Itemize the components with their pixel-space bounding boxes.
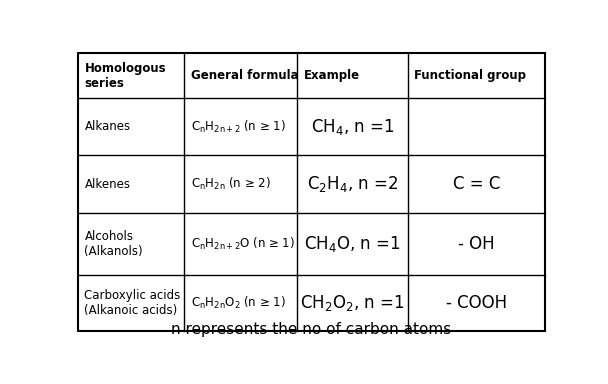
Text: C = C: C = C [453,175,500,193]
Text: Functional group: Functional group [414,69,527,82]
Text: Carboxylic acids
(Alkanoic acids): Carboxylic acids (Alkanoic acids) [85,289,181,317]
Text: Alcohols
(Alkanols): Alcohols (Alkanols) [85,230,143,258]
Text: Alkenes: Alkenes [85,178,131,191]
Text: Example: Example [303,69,360,82]
Text: $\mathregular{C_nH_{2n}O_2}$ (n ≥ 1): $\mathregular{C_nH_{2n}O_2}$ (n ≥ 1) [190,295,285,311]
Text: General formula: General formula [190,69,298,82]
Text: $\mathregular{C_2H_4}$, n =2: $\mathregular{C_2H_4}$, n =2 [307,174,399,194]
Text: $\mathregular{CH_4O}$, n =1: $\mathregular{CH_4O}$, n =1 [305,234,401,254]
Text: $\mathregular{CH_2O_2}$, n =1: $\mathregular{CH_2O_2}$, n =1 [300,293,405,313]
Text: Alkanes: Alkanes [85,120,131,133]
Text: $\mathregular{C_nH_{2n}}$ (n ≥ 2): $\mathregular{C_nH_{2n}}$ (n ≥ 2) [190,176,271,192]
Text: $\mathregular{C_nH_{2n+2}O}$ (n ≥ 1): $\mathregular{C_nH_{2n+2}O}$ (n ≥ 1) [190,236,295,252]
Text: Homologous
series: Homologous series [85,62,166,89]
Text: $\mathregular{CH_4}$, n =1: $\mathregular{CH_4}$, n =1 [311,117,395,137]
Text: n represents the no of carbon atoms: n represents the no of carbon atoms [171,322,452,337]
Text: - OH: - OH [458,235,495,253]
Text: $\mathregular{C_nH_{2n+2}}$ (n ≥ 1): $\mathregular{C_nH_{2n+2}}$ (n ≥ 1) [190,119,285,135]
Text: - COOH: - COOH [446,294,507,312]
